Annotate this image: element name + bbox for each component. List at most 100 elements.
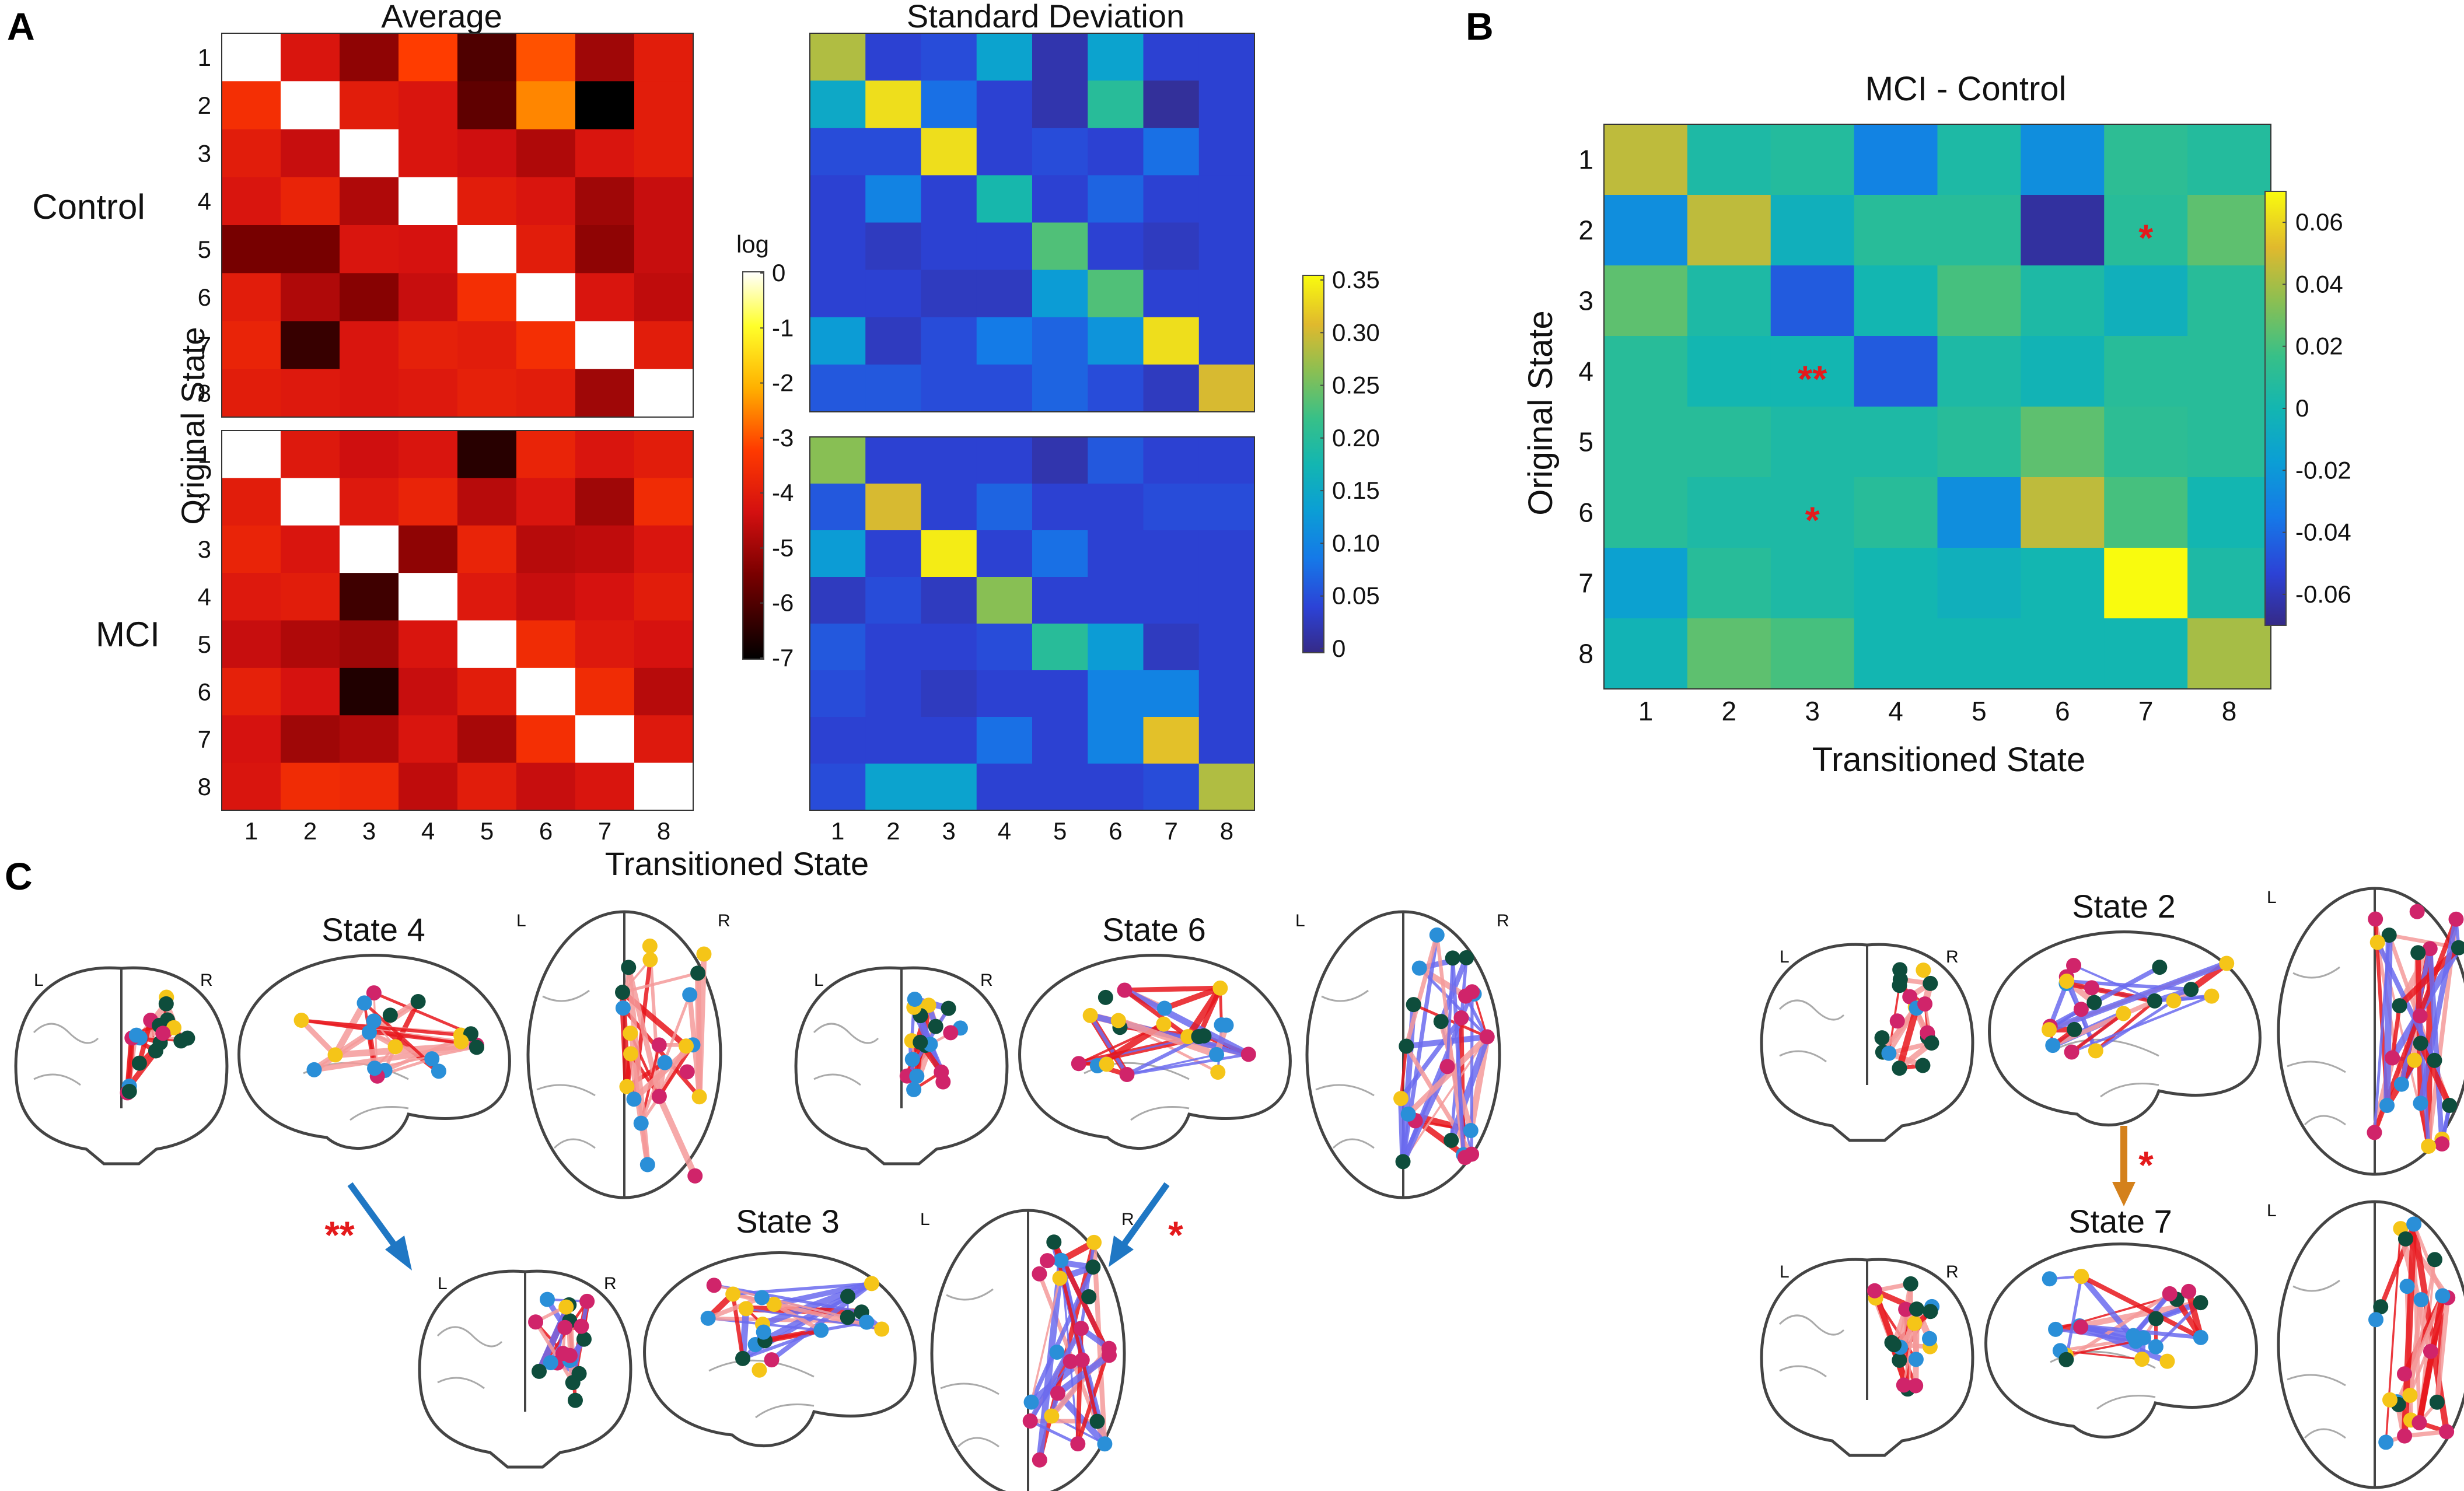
cell-r7-c6 — [516, 715, 576, 764]
network-node — [2166, 993, 2182, 1009]
network-node — [909, 1068, 925, 1084]
cell-r3-c5 — [1032, 128, 1088, 176]
sulcus — [33, 1023, 99, 1086]
cell-r5-c7 — [1143, 624, 1200, 671]
network-edge — [1029, 1266, 1095, 1404]
log-colorbar-ticks: 0 -1 -2 -3 -4 -5 -6 -7 — [760, 259, 794, 671]
cell-r2-c6 — [516, 478, 576, 526]
sulcus — [536, 989, 596, 1149]
network-node — [735, 1350, 751, 1366]
network-edge — [2383, 935, 2393, 1106]
cell-r4-c2 — [281, 573, 340, 621]
network-node — [1439, 1059, 1455, 1074]
cell-r6-c7 — [575, 273, 635, 322]
network-node — [453, 1034, 469, 1049]
cell-r3-c8 — [634, 129, 694, 178]
cell-r4-c3 — [340, 573, 399, 621]
cell-r1-c5 — [1032, 437, 1088, 484]
sulcus — [2287, 1279, 2346, 1439]
left-hemisphere-label: L — [2267, 888, 2277, 907]
colorbar-tick-label: -2 — [772, 369, 794, 397]
cell-r8-c6 — [2021, 618, 2105, 690]
cell-r3-c7 — [1143, 128, 1200, 176]
y-tick-label: 8 — [198, 773, 211, 800]
cell-r5-c8 — [1198, 624, 1255, 671]
network-node — [1429, 927, 1445, 943]
colorbar-tick-label: -0.02 — [2295, 456, 2351, 484]
network-edge — [708, 1316, 867, 1324]
cell-r2-c8 — [634, 478, 694, 526]
cell-r4-c5 — [1032, 577, 1088, 624]
cell-r8-c7 — [2104, 618, 2188, 690]
cell-r4-c8 — [2187, 336, 2271, 407]
x-tick-label: 8 — [657, 817, 670, 845]
network-node — [2411, 1415, 2427, 1430]
cell-r4-c6 — [516, 573, 576, 621]
cell-r5-c2 — [865, 222, 922, 271]
sulcus — [940, 1288, 999, 1448]
cell-r7-c2 — [281, 321, 340, 370]
network-node — [1892, 1352, 1907, 1368]
cell-r6-c5 — [457, 273, 517, 322]
network-node — [1156, 1000, 1172, 1016]
cell-r4-c6 — [516, 177, 576, 226]
cell-r4-c7 — [1143, 577, 1200, 624]
cell-r7-c8 — [2187, 548, 2271, 619]
cell-r6-c2 — [281, 667, 340, 716]
cell-r2-c8 — [1198, 484, 1255, 531]
network-edge — [2060, 1349, 2143, 1360]
cell-r4-c7 — [575, 573, 635, 621]
cell-r1-c8 — [1198, 437, 1255, 484]
y-tick-label: 4 — [198, 583, 211, 611]
network-edge — [1404, 934, 1439, 1047]
cell-r4-c8 — [1198, 175, 1255, 223]
cell-r6-c6 — [2021, 477, 2105, 548]
network-edge — [1027, 1327, 1084, 1423]
cell-r1-c4 — [1854, 124, 1938, 195]
cell-r7-c6 — [516, 321, 576, 370]
cell-r3-c2 — [865, 530, 922, 578]
cell-r4-c7 — [2104, 336, 2188, 407]
cell-r1-c4 — [976, 437, 1033, 484]
network-node — [382, 1007, 398, 1023]
cell-r4-c7 — [1143, 175, 1200, 223]
cell-r3-c5 — [457, 129, 517, 178]
network-node — [2423, 1343, 2438, 1359]
colorbar-tick-label: -0.06 — [2295, 580, 2351, 608]
diff-colorbar — [2264, 191, 2287, 626]
cell-r7-c7 — [575, 715, 635, 764]
cell-r8-c5 — [1937, 618, 2021, 690]
cell-r3-c4 — [976, 530, 1033, 578]
brain-sagittal-view — [1984, 1242, 2258, 1439]
cell-r1-c8 — [634, 430, 694, 478]
cell-r6-c5 — [1032, 670, 1088, 718]
cell-r5-c3 — [921, 624, 977, 671]
network-node — [1915, 1058, 1931, 1073]
network-node — [2397, 1428, 2413, 1444]
network-node — [2406, 1216, 2422, 1232]
cell-r7-c4 — [399, 715, 458, 764]
cell-r5-c2 — [281, 620, 340, 668]
network-edge — [1896, 1007, 1920, 1069]
network-node — [642, 952, 658, 968]
cell-r3-c2 — [1687, 265, 1771, 337]
cell-r7-c4 — [976, 717, 1033, 764]
cell-r4-c1 — [810, 577, 866, 624]
right-hemisphere-label: R — [1946, 1262, 1959, 1282]
cell-r8-c8 — [2187, 618, 2271, 690]
network-edge — [731, 1293, 745, 1359]
cell-r5-c8 — [634, 620, 694, 668]
cell-r1-c5 — [1937, 124, 2021, 195]
cell-r5-c7 — [1143, 222, 1200, 271]
cell-r2-c2 — [281, 478, 340, 526]
cell-r3-c5 — [1937, 265, 2021, 337]
network-node — [1459, 950, 1474, 965]
network-edge — [332, 1001, 368, 1057]
network-node — [2439, 1424, 2455, 1440]
network-node — [1022, 1413, 1038, 1429]
network-node — [691, 1089, 707, 1105]
cell-r6-c7 — [2104, 477, 2188, 548]
network-node — [657, 1055, 673, 1070]
x-tick-label: 2 — [303, 817, 317, 845]
